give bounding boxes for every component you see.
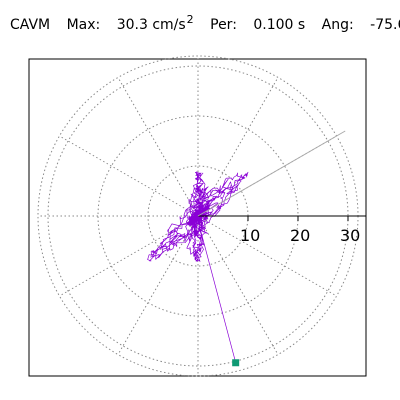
chart-header: CAVM Max: 30.3 cm/s2 Per: 0.100 s Ang: -… bbox=[10, 13, 400, 33]
per-value: 0.100 s bbox=[253, 17, 306, 33]
tick-label-30: 30 bbox=[340, 226, 360, 245]
max-marker bbox=[232, 359, 240, 367]
grid-spoke-210 bbox=[59, 215, 199, 297]
grid-spoke-150 bbox=[59, 135, 199, 217]
grid-spoke-330 bbox=[197, 215, 337, 297]
max-value: 30.3 cm/s bbox=[116, 17, 186, 33]
ring-labels: 10 20 30 bbox=[240, 226, 360, 245]
max-marker-group bbox=[232, 359, 240, 367]
tick-label-10: 10 bbox=[240, 226, 260, 245]
motion-trace bbox=[147, 171, 249, 363]
max-unit-superscript: 2 bbox=[186, 13, 194, 26]
station-code: CAVM bbox=[10, 17, 51, 33]
tick-label-20: 20 bbox=[290, 226, 310, 245]
max-label: Max: bbox=[66, 17, 101, 33]
ang-label: Ang: bbox=[321, 17, 354, 33]
grid-spoke-240 bbox=[117, 215, 199, 355]
grid-spoke-120 bbox=[117, 77, 199, 217]
ang-value: -75.6 bbox=[370, 17, 400, 33]
per-label: Per: bbox=[210, 17, 237, 33]
polar-axes bbox=[197, 130, 366, 221]
grid-spoke-60 bbox=[197, 77, 279, 217]
direction-line bbox=[197, 130, 346, 217]
trace-path bbox=[147, 171, 249, 363]
grid-spoke-300 bbox=[197, 215, 279, 355]
